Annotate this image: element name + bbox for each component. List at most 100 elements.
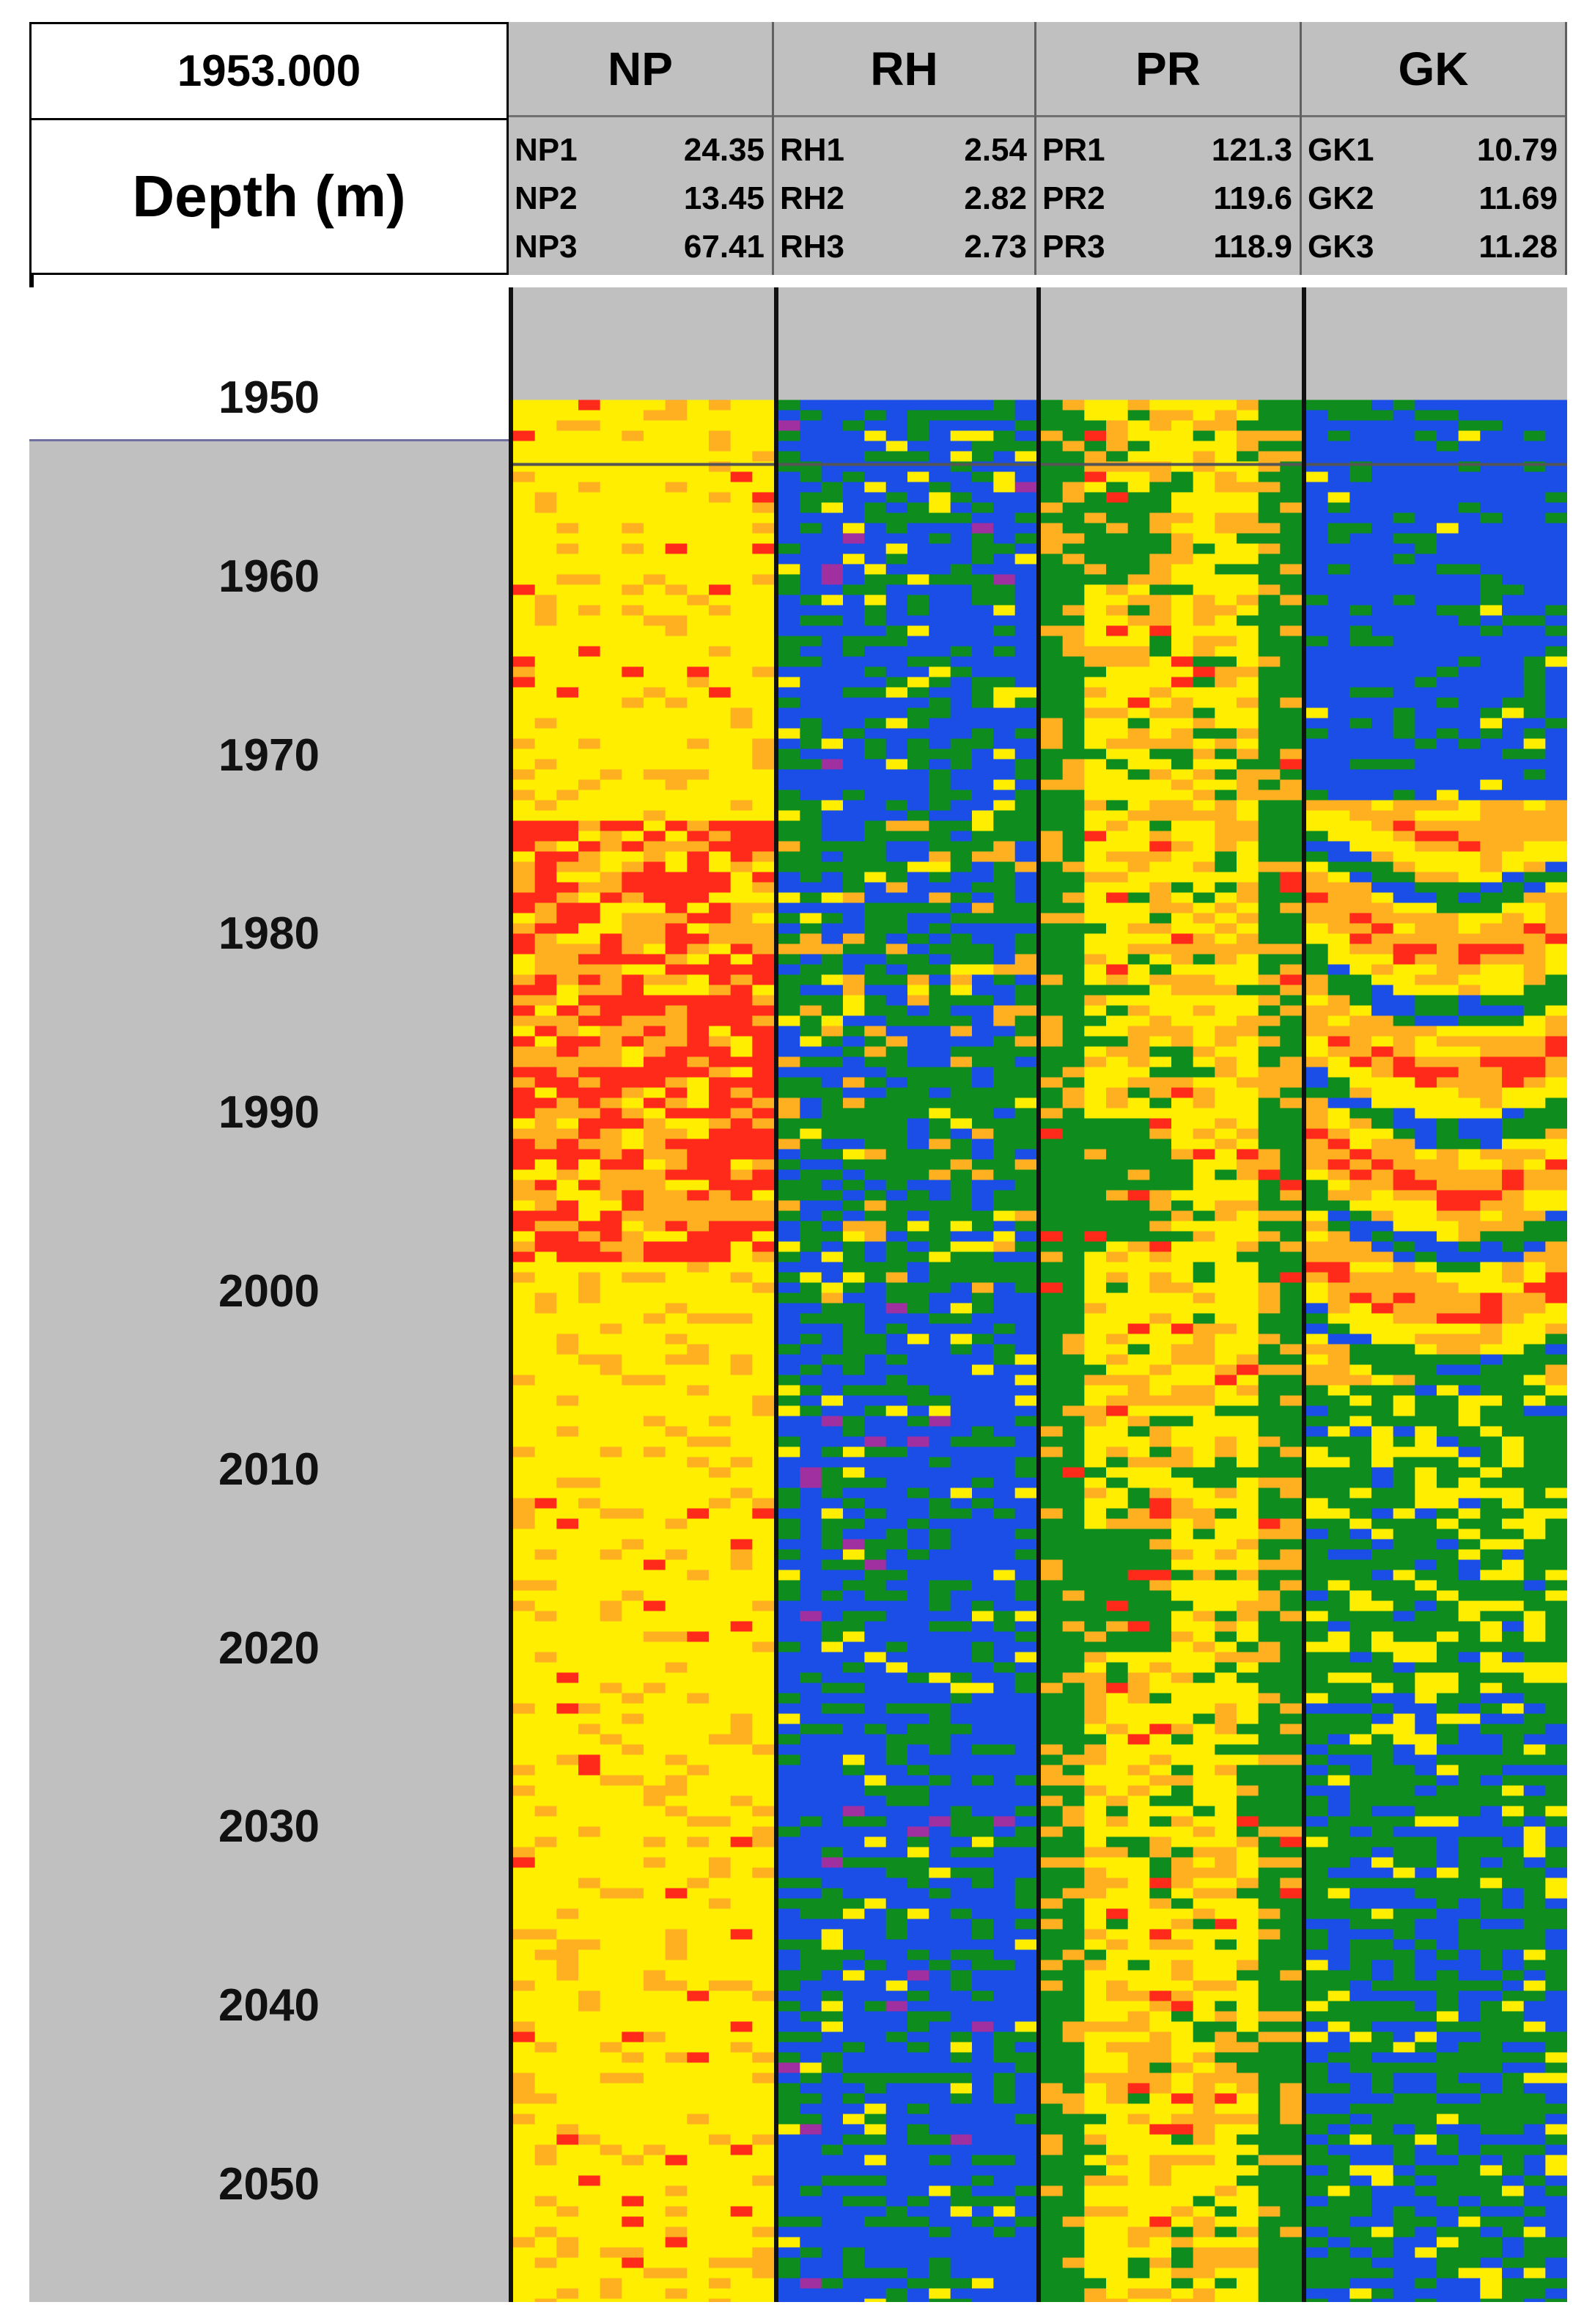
log-cell <box>622 2001 644 2012</box>
log-cell <box>864 1169 887 1181</box>
log-cell <box>709 1919 732 1930</box>
log-cell <box>993 1734 1016 1746</box>
log-cell <box>600 1005 622 1017</box>
log-cell <box>885 749 908 760</box>
log-cell <box>513 2155 536 2166</box>
log-cell <box>1014 1354 1036 1366</box>
log-cell <box>644 985 666 996</box>
log-cell <box>578 1631 601 1643</box>
log-cell <box>687 1354 710 1366</box>
log-cell <box>1041 749 1064 760</box>
log-cell <box>578 1508 601 1520</box>
log-cell <box>534 1888 557 1900</box>
log-cell <box>600 985 622 996</box>
log-cell <box>534 913 557 924</box>
log-cell <box>578 1457 601 1468</box>
log-cell <box>600 410 622 422</box>
log-cell <box>1149 543 1172 555</box>
log-cell <box>950 1097 973 1109</box>
log-cell <box>1014 2226 1036 2238</box>
log-cell <box>821 718 844 729</box>
log-cell <box>513 1867 536 1879</box>
log-cell <box>665 892 688 904</box>
log-cell <box>622 1878 644 1889</box>
log-cell <box>1084 574 1107 586</box>
log-cell <box>644 1600 666 1612</box>
log-cell <box>843 554 865 565</box>
log-cell <box>665 1375 688 1386</box>
log-cell <box>821 1734 844 1746</box>
log-cell <box>864 1190 887 1202</box>
log-cell <box>885 2155 908 2166</box>
log-cell <box>752 2062 774 2074</box>
log-cell <box>578 1641 601 1653</box>
log-cell <box>864 1878 887 1889</box>
log-cell <box>665 2268 688 2279</box>
log-cell <box>1127 666 1150 678</box>
log-cell <box>665 400 688 411</box>
log-cell <box>687 1159 710 1171</box>
log-cell <box>578 605 601 617</box>
log-cell <box>644 2298 666 2302</box>
log-cell <box>800 1908 822 1920</box>
log-cell <box>622 2042 644 2053</box>
depth-tick-label: 2010 <box>218 1444 320 1496</box>
log-cell <box>1014 1693 1036 1705</box>
log-cell <box>885 1621 908 1633</box>
log-cell <box>800 605 822 617</box>
log-cell <box>929 523 951 534</box>
log-cell <box>907 420 929 432</box>
log-cell <box>1171 605 1194 617</box>
log-cell <box>534 1775 557 1787</box>
log-cell <box>730 1683 753 1694</box>
log-cell <box>864 512 887 524</box>
log-cell <box>821 944 844 955</box>
log-cell <box>972 2288 994 2300</box>
log-cell <box>864 1580 887 1592</box>
log-cell <box>929 1847 951 1858</box>
log-cell <box>843 1180 865 1191</box>
log-cell <box>709 2062 732 2074</box>
log-cell <box>929 687 951 699</box>
log-cell <box>687 728 710 740</box>
log-cell <box>578 574 601 586</box>
log-cell <box>1014 400 1036 411</box>
log-cell <box>644 2226 666 2238</box>
log-cell <box>513 2093 536 2105</box>
log-cell <box>885 1970 908 1982</box>
log-cell <box>1084 430 1107 442</box>
log-cell <box>907 1549 929 1561</box>
log-cell <box>644 1169 666 1181</box>
log-cell <box>752 1026 774 1037</box>
log-cell <box>950 1416 973 1427</box>
log-cell <box>800 1559 822 1571</box>
log-cell <box>950 2124 973 2136</box>
log-cell <box>578 1570 601 1581</box>
log-cell <box>993 1375 1016 1386</box>
log-cell <box>843 1990 865 2002</box>
log-cell <box>556 1683 579 1694</box>
log-cell <box>1014 985 1036 996</box>
log-cell <box>907 2103 929 2115</box>
log-cell <box>1041 492 1064 504</box>
log-cell <box>709 2185 732 2197</box>
log-cell <box>578 1118 601 1130</box>
log-cell <box>864 1118 887 1130</box>
log-cell <box>907 1344 929 1356</box>
log-cell <box>843 1785 865 1797</box>
log-cell <box>993 1662 1016 1674</box>
log-cell <box>644 800 666 812</box>
log-cell <box>993 1878 1016 1889</box>
log-cell <box>752 1980 774 1992</box>
log-cell <box>534 605 557 617</box>
log-cell <box>821 985 844 996</box>
log-cell <box>709 1795 732 1807</box>
log-cell <box>821 2226 844 2238</box>
log-cell <box>622 1015 644 1027</box>
log-cell <box>600 1590 622 1602</box>
log-cell <box>929 1960 951 1971</box>
log-cell <box>907 1775 929 1787</box>
log-cell <box>556 1190 579 1202</box>
log-cell <box>993 1036 1016 1048</box>
log-cell <box>534 1980 557 1992</box>
